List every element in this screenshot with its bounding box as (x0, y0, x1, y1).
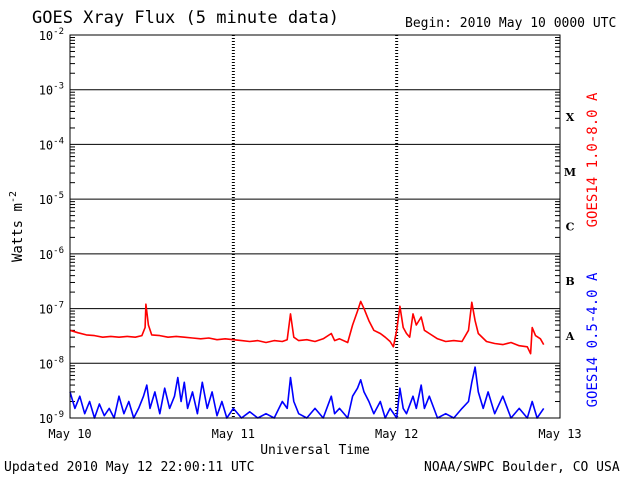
x-axis-tick-labels: May 10 May 11 May 12 May 13 (48, 427, 581, 441)
y-tick-label: 10-2 (39, 27, 64, 43)
y-tick-label: 10-4 (39, 136, 64, 152)
series-line-short-channel (69, 366, 545, 419)
series-line-long-channel (69, 300, 545, 355)
credit-label: NOAA/SWPC Boulder, CO USA (424, 460, 620, 475)
decade-gridlines (70, 34, 560, 419)
chart-title: GOES Xray Flux (5 minute data) (32, 8, 340, 28)
flare-class-label: C (566, 221, 575, 234)
y-tick-label: 10-5 (39, 191, 64, 207)
y-axis-tick-labels: 10-9 10-8 10-7 10-6 10-5 10-4 10-3 10-2 (39, 27, 64, 426)
x-tick-label: May 11 (212, 427, 255, 441)
x-tick-label: May 10 (48, 427, 91, 441)
flare-class-label: B (565, 275, 574, 288)
day-boundary-ticks (70, 35, 560, 418)
legend-long-channel: GOES14 1.0-8.0 A (585, 92, 601, 227)
y-tick-label: 10-3 (39, 82, 64, 98)
y-tick-label: 10-9 (39, 410, 64, 426)
y-tick-label: 10-6 (39, 246, 64, 262)
y-axis-title: Watts m-2 (8, 191, 26, 262)
begin-time-label: Begin: 2010 May 10 0000 UTC (405, 16, 617, 31)
data-series (69, 300, 545, 419)
flare-class-labels: A B C M X (564, 111, 576, 343)
flare-class-label: A (565, 330, 575, 343)
legend-short-channel: GOES14 0.5-4.0 A (585, 272, 601, 407)
x-tick-label: May 13 (538, 427, 581, 441)
x-tick-label: May 12 (375, 427, 418, 441)
flare-class-label: X (566, 111, 575, 124)
x-axis-title: Universal Time (260, 443, 370, 458)
flare-class-label: M (564, 166, 576, 179)
y-tick-label: 10-8 (39, 355, 64, 371)
y-tick-label: 10-7 (39, 301, 64, 317)
updated-timestamp: Updated 2010 May 12 22:00:11 UTC (4, 460, 255, 475)
plot-frame (69, 34, 561, 419)
